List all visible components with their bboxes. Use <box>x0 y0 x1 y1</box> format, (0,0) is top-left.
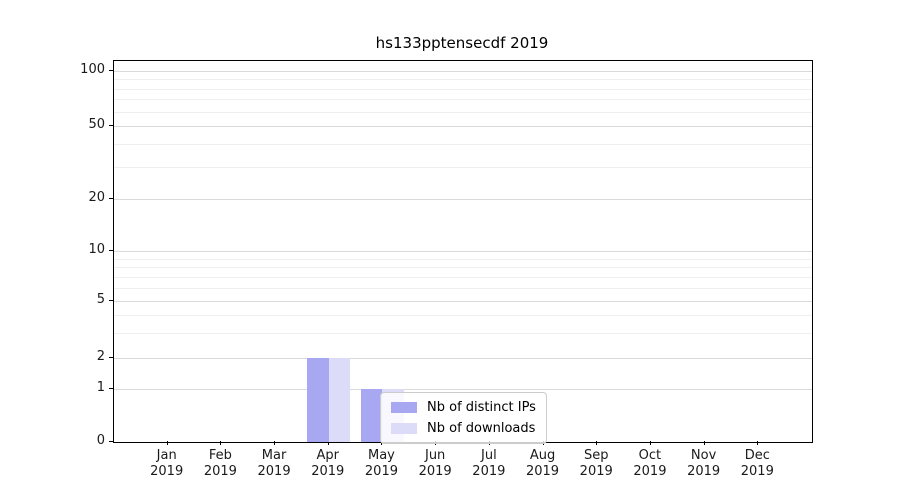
x-tick-month: Jun <box>424 448 446 463</box>
x-tick-label: Jan 2019 <box>135 448 199 480</box>
y-tick-mark <box>109 250 113 251</box>
x-tick-mark <box>703 441 705 445</box>
legend-swatch-downloads <box>391 423 417 434</box>
y-tick-label: 20 <box>88 190 105 205</box>
x-tick-month: Jan <box>156 448 177 463</box>
legend-entry: Nb of downloads <box>391 421 536 436</box>
legend-label: Nb of downloads <box>427 421 536 436</box>
minor-gridline <box>114 276 812 278</box>
legend-swatch-distinct-ips <box>391 402 417 413</box>
y-tick-mark <box>109 357 113 358</box>
x-tick-year: 2019 <box>472 464 506 479</box>
x-tick-mark <box>649 441 651 445</box>
y-tick-label: 2 <box>96 349 105 364</box>
legend-entry: Nb of distinct IPs <box>391 400 536 415</box>
x-tick-mark <box>166 441 168 445</box>
x-tick-year: 2019 <box>579 464 613 479</box>
x-tick-label: Feb 2019 <box>188 448 252 480</box>
x-tick-year: 2019 <box>257 464 291 479</box>
x-tick-mark <box>327 441 329 445</box>
x-tick-year: 2019 <box>525 464 560 479</box>
major-gridline <box>114 199 812 200</box>
minor-gridline <box>114 143 812 145</box>
x-tick-label: Nov 2019 <box>672 448 736 480</box>
y-tick-mark <box>109 300 113 301</box>
major-gridline <box>114 301 812 302</box>
minor-gridline <box>114 332 812 334</box>
x-tick-mark <box>757 441 759 445</box>
x-tick-month: May <box>368 448 395 463</box>
x-tick-month: Oct <box>638 448 662 463</box>
y-tick-label: 0 <box>96 433 105 448</box>
y-tick-mark <box>109 388 113 389</box>
plot-area: Nb of distinct IPs Nb of downloads <box>113 60 813 444</box>
minor-gridline <box>114 111 812 113</box>
x-tick-mark <box>596 441 598 445</box>
x-tick-year: 2019 <box>633 464 667 479</box>
x-tick-label: Sep 2019 <box>564 448 628 480</box>
minor-gridline <box>114 166 812 168</box>
x-tick-label: Jun 2019 <box>403 448 467 480</box>
x-tick-month: Apr <box>316 448 340 463</box>
major-gridline <box>114 251 812 252</box>
x-tick-month: Jul <box>481 448 497 463</box>
legend-label: Nb of distinct IPs <box>427 400 536 415</box>
x-tick-label: Mar 2019 <box>242 448 306 480</box>
x-tick-label: Jul 2019 <box>457 448 521 480</box>
x-tick-label: Apr 2019 <box>296 448 360 480</box>
y-tick-label: 100 <box>80 62 105 77</box>
y-tick-label: 10 <box>88 242 105 257</box>
x-tick-year: 2019 <box>311 464 345 479</box>
x-tick-month: Aug <box>529 448 556 463</box>
x-tick-year: 2019 <box>687 464 721 479</box>
x-tick-mark <box>274 441 276 445</box>
x-tick-month: Sep <box>583 448 609 463</box>
y-tick-mark <box>109 70 113 71</box>
major-gridline <box>114 358 812 359</box>
x-tick-label: May 2019 <box>349 448 413 480</box>
y-tick-mark <box>109 125 113 126</box>
x-tick-year: 2019 <box>150 464 184 479</box>
y-tick-mark <box>109 198 113 199</box>
bar-distinct-ips <box>307 358 329 442</box>
x-tick-year: 2019 <box>364 464 398 479</box>
y-tick-label: 50 <box>88 117 105 132</box>
x-tick-month: Dec <box>744 448 770 463</box>
major-gridline <box>114 71 812 72</box>
x-tick-label: Aug 2019 <box>511 448 575 480</box>
x-tick-year: 2019 <box>203 464 237 479</box>
minor-gridline <box>114 287 812 289</box>
minor-gridline <box>114 314 812 316</box>
legend: Nb of distinct IPs Nb of downloads <box>380 392 547 444</box>
y-tick-label: 5 <box>96 292 105 307</box>
bar-distinct-ips <box>360 389 383 442</box>
x-tick-month: Feb <box>208 448 232 463</box>
x-tick-month: Nov <box>690 448 717 463</box>
y-tick-mark <box>109 441 113 442</box>
bar-downloads <box>328 358 351 442</box>
minor-gridline <box>114 258 812 260</box>
minor-gridline <box>114 267 812 269</box>
minor-gridline <box>114 88 812 90</box>
major-gridline <box>114 389 812 390</box>
minor-gridline <box>114 99 812 101</box>
x-tick-year: 2019 <box>418 464 452 479</box>
x-tick-mark <box>220 441 222 445</box>
x-tick-label: Dec 2019 <box>725 448 789 480</box>
y-tick-label: 1 <box>96 380 105 395</box>
x-tick-year: 2019 <box>740 464 774 479</box>
x-tick-label: Oct 2019 <box>618 448 682 480</box>
x-tick-month: Mar <box>261 448 287 463</box>
minor-gridline <box>114 79 812 81</box>
chart-title: hs133pptensecdf 2019 <box>375 34 549 52</box>
major-gridline <box>114 126 812 127</box>
